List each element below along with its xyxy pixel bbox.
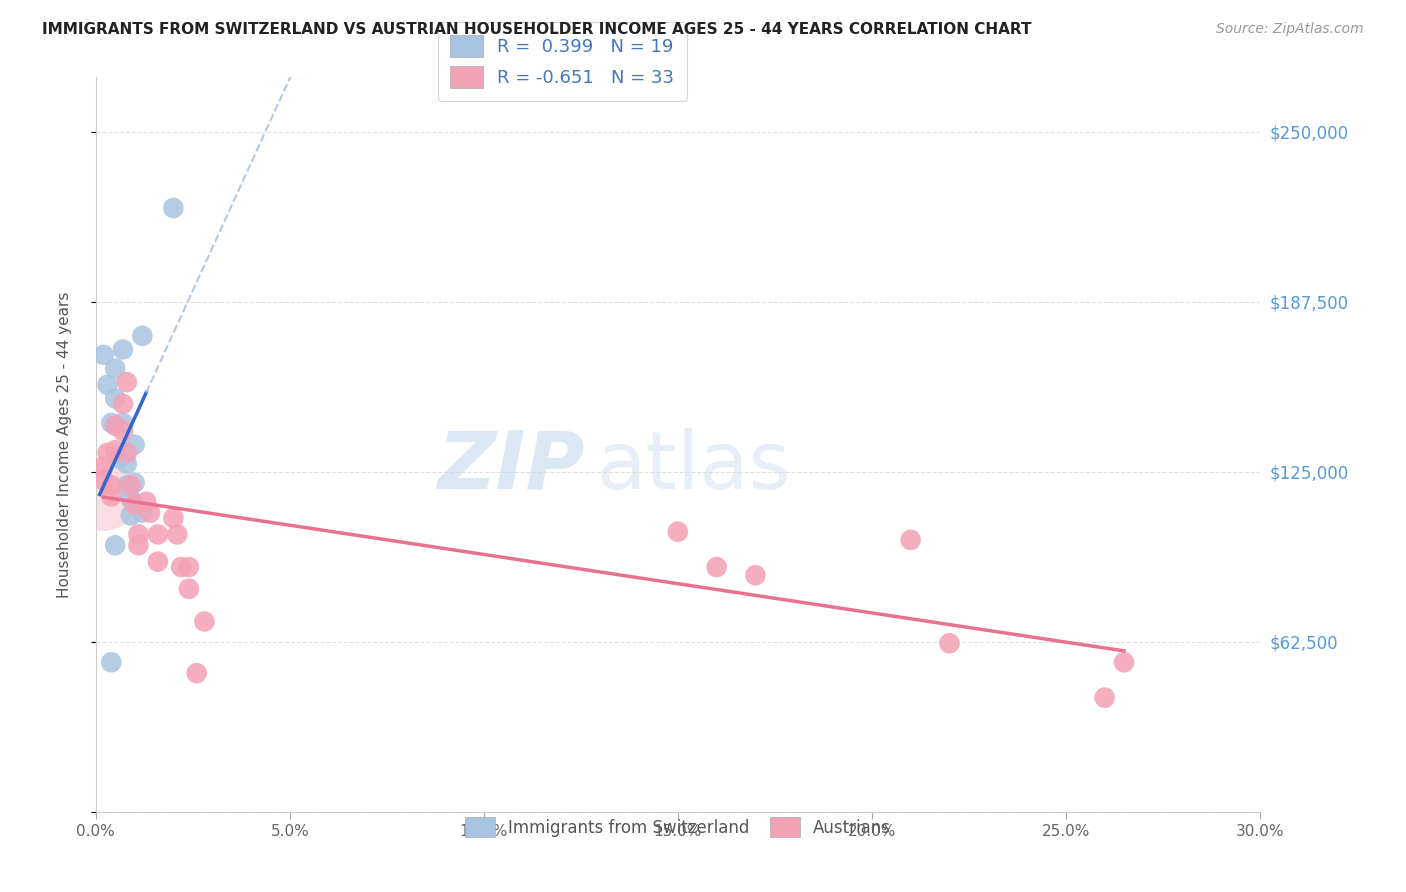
Point: [193, 615, 215, 629]
Point: [104, 392, 127, 406]
Point: [115, 375, 138, 389]
Point: [162, 201, 184, 215]
Point: [100, 655, 122, 669]
Point: [96, 377, 118, 392]
Text: Source: ZipAtlas.com: Source: ZipAtlas.com: [1216, 22, 1364, 37]
Point: [104, 443, 127, 458]
Legend: Immigrants from Switzerland, Austrians: Immigrants from Switzerland, Austrians: [458, 810, 897, 844]
Point: [120, 491, 142, 506]
Point: [93, 473, 115, 487]
Point: [1094, 690, 1116, 705]
Point: [162, 511, 184, 525]
Point: [104, 418, 127, 433]
Point: [177, 560, 200, 574]
Point: [115, 478, 138, 492]
Point: [744, 568, 766, 582]
Point: [666, 524, 689, 539]
Point: [104, 538, 127, 552]
Point: [120, 508, 142, 523]
Point: [139, 506, 162, 520]
Point: [124, 498, 146, 512]
Point: [900, 533, 922, 547]
Point: [135, 495, 157, 509]
Point: [93, 489, 115, 503]
Point: [115, 457, 138, 471]
Point: [127, 527, 149, 541]
Point: [96, 446, 118, 460]
Point: [131, 506, 153, 520]
Point: [111, 416, 134, 430]
Point: [111, 397, 134, 411]
Point: [124, 437, 146, 451]
Point: [146, 527, 169, 541]
Point: [706, 560, 728, 574]
Point: [100, 478, 122, 492]
Point: [938, 636, 960, 650]
Y-axis label: Householder Income Ages 25 - 44 years: Householder Income Ages 25 - 44 years: [58, 292, 72, 598]
Point: [104, 361, 127, 376]
Point: [127, 538, 149, 552]
Point: [1112, 655, 1135, 669]
Point: [146, 555, 169, 569]
Point: [93, 348, 115, 362]
Text: IMMIGRANTS FROM SWITZERLAND VS AUSTRIAN HOUSEHOLDER INCOME AGES 25 - 44 YEARS CO: IMMIGRANTS FROM SWITZERLAND VS AUSTRIAN …: [42, 22, 1032, 37]
Point: [131, 329, 153, 343]
Point: [108, 451, 131, 466]
Point: [177, 582, 200, 596]
Point: [186, 666, 208, 681]
Point: [100, 489, 122, 503]
Point: [120, 478, 142, 492]
Point: [115, 446, 138, 460]
Point: [100, 416, 122, 430]
Point: [111, 343, 134, 357]
Point: [93, 459, 115, 474]
Point: [124, 475, 146, 490]
Point: [170, 560, 193, 574]
Text: atlas: atlas: [596, 427, 790, 506]
Point: [166, 527, 188, 541]
Point: [111, 424, 134, 438]
Text: ZIP: ZIP: [437, 427, 585, 506]
